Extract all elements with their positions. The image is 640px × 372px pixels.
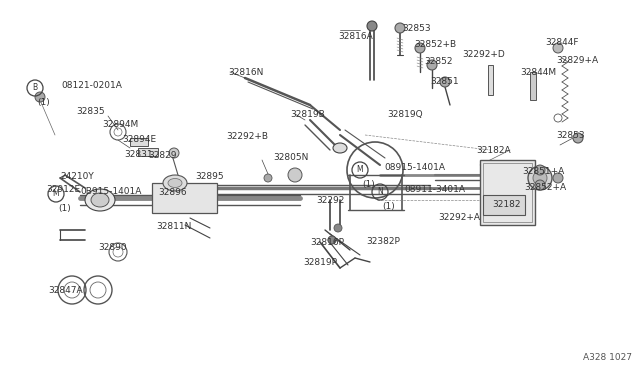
Text: 32853: 32853 (402, 24, 431, 33)
Text: 32835: 32835 (76, 107, 104, 116)
Text: (1): (1) (37, 98, 50, 107)
Text: M: M (356, 166, 364, 174)
Text: 32292: 32292 (316, 196, 344, 205)
Bar (483, 195, 525, 215)
Bar (480, 160, 535, 225)
Text: M: M (52, 189, 60, 199)
Circle shape (35, 92, 45, 102)
Text: 32844F: 32844F (545, 38, 579, 47)
Text: 08911-3401A: 08911-3401A (404, 186, 465, 195)
Bar (130, 138, 148, 146)
Text: 32819Q: 32819Q (387, 110, 422, 119)
Text: 32819B: 32819B (290, 110, 324, 119)
Text: 32851: 32851 (430, 77, 459, 86)
Text: 32292+B: 32292+B (226, 132, 268, 141)
Ellipse shape (85, 189, 115, 211)
Bar (152, 183, 217, 213)
Text: 32852: 32852 (424, 57, 452, 66)
Text: 32829: 32829 (148, 151, 177, 160)
Text: A328 1027: A328 1027 (583, 353, 632, 362)
Circle shape (415, 43, 425, 53)
Ellipse shape (333, 143, 347, 153)
Text: 32816A: 32816A (338, 32, 372, 41)
Ellipse shape (168, 179, 182, 187)
Text: 32847A: 32847A (48, 286, 83, 295)
Text: B: B (33, 83, 38, 93)
Ellipse shape (163, 175, 187, 191)
Circle shape (328, 236, 336, 244)
Text: 32894E: 32894E (122, 135, 156, 144)
Text: 32852+A: 32852+A (524, 183, 566, 192)
Text: 32829+A: 32829+A (556, 56, 598, 65)
Text: 32851+A: 32851+A (522, 167, 564, 176)
Circle shape (427, 60, 437, 70)
Text: 24210Y: 24210Y (60, 172, 93, 181)
Bar (483, 163, 532, 222)
Circle shape (288, 168, 302, 182)
Text: 32852+B: 32852+B (414, 40, 456, 49)
Text: 32805N: 32805N (273, 153, 308, 162)
Circle shape (553, 173, 563, 183)
Text: 32895: 32895 (195, 172, 223, 181)
Circle shape (395, 23, 405, 33)
Circle shape (553, 43, 563, 53)
Circle shape (367, 21, 377, 31)
Bar (138, 148, 158, 156)
Text: 08121-0201A: 08121-0201A (61, 81, 122, 90)
Text: 32182: 32182 (492, 200, 520, 209)
Text: 32853: 32853 (556, 131, 584, 140)
Text: 32292+D: 32292+D (462, 50, 505, 59)
Text: 32816N: 32816N (228, 68, 264, 77)
Text: 32811N: 32811N (156, 222, 191, 231)
Text: (1): (1) (362, 180, 375, 189)
Text: 32819P: 32819P (303, 258, 337, 267)
Circle shape (440, 77, 450, 87)
Text: 32292+A: 32292+A (438, 213, 480, 222)
Text: 32831: 32831 (124, 150, 152, 159)
Text: 32912E: 32912E (46, 185, 80, 194)
Circle shape (528, 166, 552, 190)
Circle shape (535, 180, 545, 190)
Text: 32894M: 32894M (102, 120, 138, 129)
Bar (488, 65, 493, 95)
Text: 32896: 32896 (158, 188, 187, 197)
Text: 32182A: 32182A (476, 146, 511, 155)
Text: (1): (1) (382, 202, 395, 211)
Circle shape (533, 171, 547, 185)
Circle shape (535, 165, 545, 175)
Text: N: N (377, 187, 383, 196)
Text: (1): (1) (58, 204, 71, 213)
Circle shape (334, 224, 342, 232)
Ellipse shape (91, 193, 109, 207)
Text: 0B915-1401A: 0B915-1401A (80, 187, 141, 196)
Text: 32816P: 32816P (310, 238, 344, 247)
Circle shape (573, 133, 583, 143)
Text: 08915-1401A: 08915-1401A (384, 164, 445, 173)
Circle shape (264, 174, 272, 182)
Text: 32844M: 32844M (520, 68, 556, 77)
Bar (530, 72, 536, 100)
Circle shape (169, 148, 179, 158)
Text: 32382P: 32382P (366, 237, 400, 246)
Text: 32890: 32890 (98, 243, 127, 252)
